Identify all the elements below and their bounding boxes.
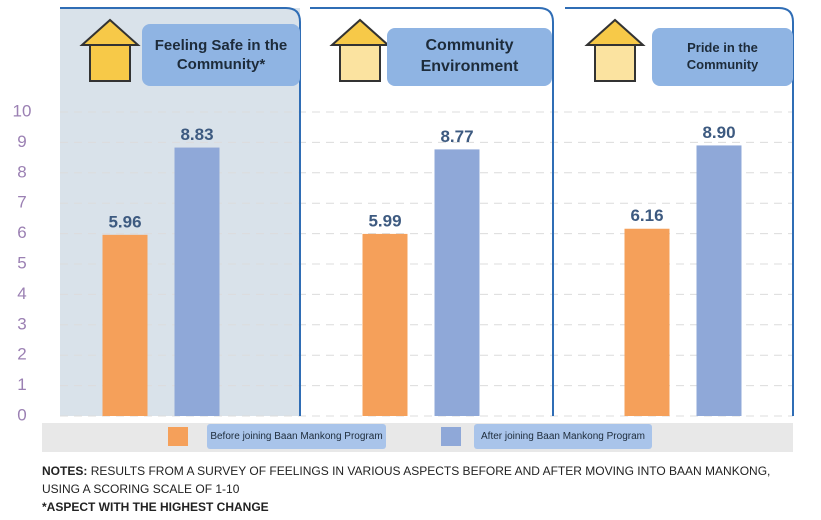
y-tick-label: 3 <box>17 314 26 333</box>
value-label: 5.96 <box>108 212 141 231</box>
notes-label: NOTES: <box>42 464 88 478</box>
bar <box>434 149 480 416</box>
y-tick-label: 6 <box>17 223 26 242</box>
y-tick-label: 7 <box>17 193 26 212</box>
y-tick-label: 8 <box>17 162 26 181</box>
legend-swatch <box>168 427 188 446</box>
value-label: 8.90 <box>702 123 735 142</box>
value-label: 8.77 <box>440 127 473 146</box>
panel-border <box>310 7 554 416</box>
legend-label: Before joining Baan Mankong Program <box>207 424 386 449</box>
panel-header: Community Environment <box>387 28 552 86</box>
y-tick-label: 0 <box>17 405 26 424</box>
legend-strip <box>42 423 793 452</box>
notes-text: RESULTS FROM A SURVEY OF FEELINGS IN VAR… <box>42 464 771 496</box>
value-label: 6.16 <box>630 206 663 225</box>
bar <box>174 147 220 416</box>
panel-header: Feeling Safe in the Community* <box>142 24 300 86</box>
y-tick-label: 4 <box>17 284 26 303</box>
bar <box>362 233 408 416</box>
icon <box>584 18 646 46</box>
panel-border <box>60 7 301 416</box>
bar <box>624 228 670 416</box>
icon <box>339 44 381 82</box>
notes: NOTES: RESULTS FROM A SURVEY OF FEELINGS… <box>42 462 782 516</box>
footnote: *ASPECT WITH THE HIGHEST CHANGE <box>42 500 269 514</box>
legend-label: After joining Baan Mankong Program <box>474 424 652 449</box>
bar <box>696 145 742 416</box>
y-tick-label: 10 <box>13 101 32 120</box>
y-tick-label: 1 <box>17 375 26 394</box>
legend-swatch <box>441 427 461 446</box>
y-tick-label: 5 <box>17 253 26 272</box>
y-tick-label: 9 <box>17 132 26 151</box>
y-tick-label: 2 <box>17 345 26 364</box>
value-label: 8.83 <box>180 125 213 144</box>
icon <box>594 44 636 82</box>
bar <box>102 234 148 416</box>
panel-border <box>565 7 794 416</box>
panel-header: Pride in the Community <box>652 28 793 86</box>
icon <box>89 44 131 82</box>
value-label: 5.99 <box>368 211 401 230</box>
icon <box>329 18 391 46</box>
